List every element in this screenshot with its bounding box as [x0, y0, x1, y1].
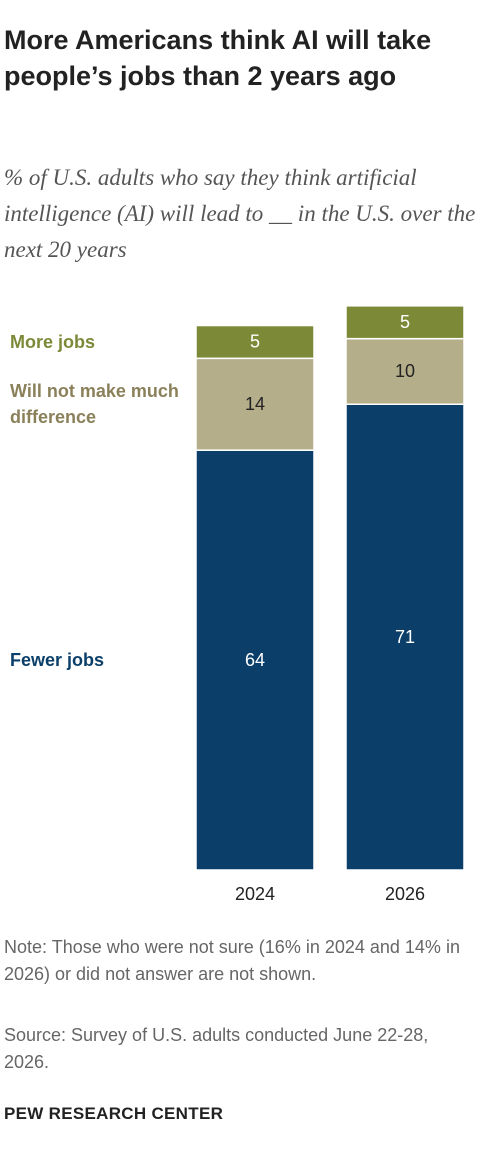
bar-segment: [345, 403, 465, 871]
value-label: 5: [400, 312, 410, 332]
note: Note: Those who were not sure (16% in 20…: [4, 937, 460, 984]
value-label: 14: [245, 394, 265, 414]
legend-label: Will not make much difference: [10, 381, 179, 428]
source: Source: Survey of U.S. adults conducted …: [4, 1025, 429, 1072]
footer: PEW RESEARCH CENTER: [4, 1104, 224, 1123]
chart-subtitle: % of U.S. adults who say they think arti…: [4, 165, 476, 262]
value-label: 71: [395, 627, 415, 647]
bar-segment: [195, 449, 315, 871]
value-label: 10: [395, 361, 415, 381]
value-label: 64: [245, 650, 265, 670]
x-tick-label: 2026: [385, 884, 425, 904]
bar-segment: [345, 305, 465, 340]
bar-segment: [345, 337, 465, 405]
bar-segment: [195, 357, 315, 451]
bar-segment: [195, 324, 315, 360]
chart-title: More Americans think AI will take people…: [4, 25, 432, 91]
legend-label: Fewer jobs: [10, 650, 105, 671]
legend-label: More jobs: [10, 331, 96, 352]
x-tick-label: 2024: [235, 884, 275, 904]
value-label: 5: [250, 332, 260, 352]
